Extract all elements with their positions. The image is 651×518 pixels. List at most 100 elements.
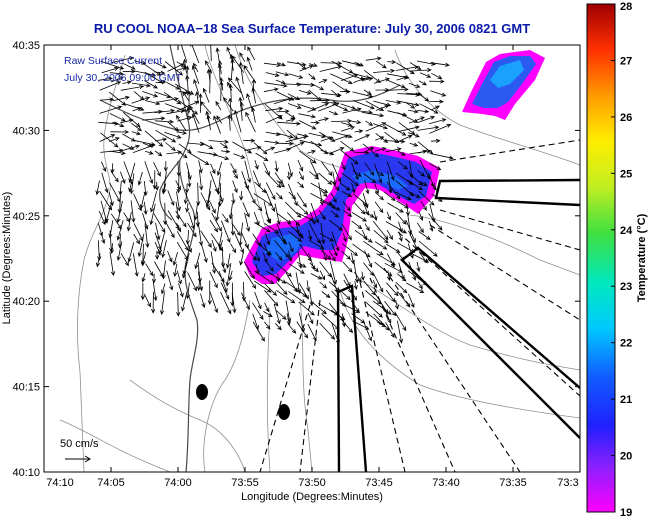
current-vector xyxy=(310,120,320,125)
current-vector xyxy=(101,172,109,194)
current-vector xyxy=(384,139,406,144)
current-vector xyxy=(167,250,173,263)
current-vector xyxy=(255,202,263,212)
current-vector xyxy=(287,103,302,109)
current-vector xyxy=(164,131,182,139)
current-vector xyxy=(173,263,178,277)
current-vector xyxy=(430,62,450,67)
current-vector xyxy=(151,291,156,314)
current-vector xyxy=(156,97,179,103)
current-vector xyxy=(154,119,175,124)
current-vector xyxy=(287,183,298,207)
current-vector xyxy=(99,134,116,142)
current-vector xyxy=(251,106,256,123)
current-vector xyxy=(144,161,154,185)
current-vector xyxy=(328,281,341,292)
current-vector xyxy=(298,171,304,181)
current-vector xyxy=(182,58,188,74)
current-vector xyxy=(296,61,307,70)
current-vector xyxy=(362,320,372,342)
current-vector xyxy=(109,150,126,155)
current-vector xyxy=(416,261,421,273)
current-vector xyxy=(187,272,197,292)
current-vector xyxy=(309,98,331,103)
current-vector xyxy=(319,65,343,72)
current-vector xyxy=(220,282,230,300)
current-vector xyxy=(342,261,353,273)
current-vector xyxy=(387,59,397,65)
current-vector xyxy=(431,193,443,202)
current-vector xyxy=(155,80,167,85)
current-vector xyxy=(218,60,223,74)
current-vector xyxy=(307,312,314,325)
scale-label: 50 cm/s xyxy=(60,438,99,450)
current-vector xyxy=(122,143,135,150)
current-vector xyxy=(407,179,423,191)
current-vector xyxy=(109,251,116,277)
current-vector xyxy=(217,63,222,81)
current-vector xyxy=(265,72,280,77)
current-vector xyxy=(418,251,428,264)
current-vector xyxy=(341,250,351,260)
current-vector xyxy=(144,223,150,249)
current-vector xyxy=(98,210,106,226)
current-vector xyxy=(176,66,187,71)
current-vector xyxy=(231,222,241,237)
current-vector xyxy=(167,190,175,207)
current-vector xyxy=(396,251,405,262)
x-tick-label: 73:55 xyxy=(231,477,259,489)
current-vector xyxy=(330,210,340,218)
current-vector xyxy=(352,170,362,177)
y-axis: 40:35 40:30 40:25 40:20 40:15 40:10 xyxy=(12,40,580,479)
current-vector xyxy=(384,87,409,92)
current-vector xyxy=(264,283,278,296)
current-vector xyxy=(198,93,203,113)
current-vector xyxy=(276,192,283,200)
current-vector xyxy=(395,191,412,200)
current-vector xyxy=(122,80,132,85)
current-vector xyxy=(215,100,222,111)
current-vector xyxy=(265,182,276,201)
x-tick-label: 73:40 xyxy=(432,477,460,489)
current-vector xyxy=(264,260,274,272)
current-vector xyxy=(176,222,181,233)
current-vector xyxy=(132,107,143,112)
current-vector xyxy=(98,121,120,126)
current-vector xyxy=(362,111,385,118)
y-tick-label: 40:10 xyxy=(12,467,40,479)
current-vector xyxy=(219,142,229,149)
current-vector xyxy=(265,146,276,152)
current-vector xyxy=(252,321,265,342)
current-vector xyxy=(384,123,407,136)
current-vector xyxy=(263,87,279,93)
current-vector xyxy=(429,79,445,84)
current-vector xyxy=(332,131,353,139)
current-vector xyxy=(176,191,182,212)
current-vector xyxy=(363,147,375,153)
current-vector xyxy=(175,210,187,228)
current-vector xyxy=(385,147,402,153)
current-vector xyxy=(352,91,374,99)
current-vector xyxy=(321,313,340,330)
current-vector xyxy=(374,183,379,195)
current-vector xyxy=(375,60,387,69)
current-vector xyxy=(187,222,197,238)
current-vector xyxy=(200,101,212,114)
current-vector xyxy=(252,302,264,320)
current-vector xyxy=(232,171,239,179)
current-vector xyxy=(140,282,145,301)
current-vector xyxy=(428,118,447,125)
current-vector xyxy=(145,263,154,277)
current-vector xyxy=(298,282,309,300)
current-vector xyxy=(128,162,136,183)
current-vector xyxy=(363,240,384,256)
current-vector xyxy=(266,270,287,284)
current-vector xyxy=(429,99,444,104)
current-vector xyxy=(418,80,428,86)
current-vector xyxy=(273,303,281,325)
current-vector xyxy=(264,170,282,189)
current-vector xyxy=(265,212,272,224)
current-vector xyxy=(274,240,290,259)
current-vector xyxy=(284,201,302,218)
current-vector xyxy=(276,282,288,296)
